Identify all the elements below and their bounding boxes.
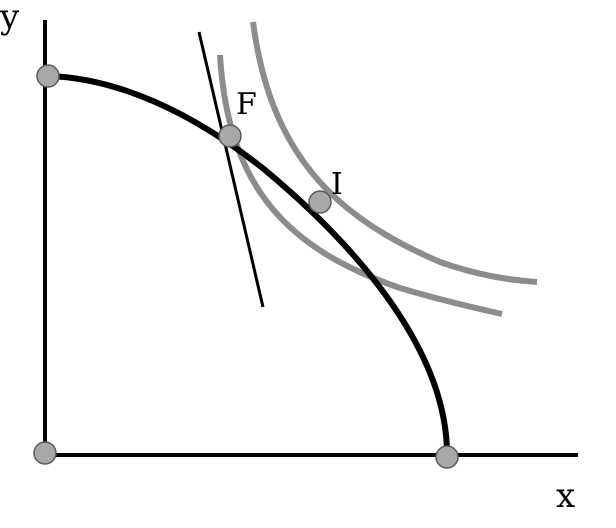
origin-point bbox=[33, 441, 57, 465]
production-possibilities-frontier bbox=[47, 73, 451, 457]
x-intercept-point bbox=[435, 445, 459, 469]
tangency-point-f bbox=[218, 124, 242, 148]
point-label-i: I bbox=[331, 167, 343, 202]
x-axis-label: x bbox=[556, 476, 575, 516]
indifference-curve-outer bbox=[250, 21, 538, 285]
point-label-f: F bbox=[236, 87, 257, 122]
tangent-price-line bbox=[197, 31, 265, 308]
intersection-point-i bbox=[308, 190, 332, 214]
y-intercept-point bbox=[36, 64, 60, 88]
y-axis-label: y bbox=[0, 0, 20, 37]
